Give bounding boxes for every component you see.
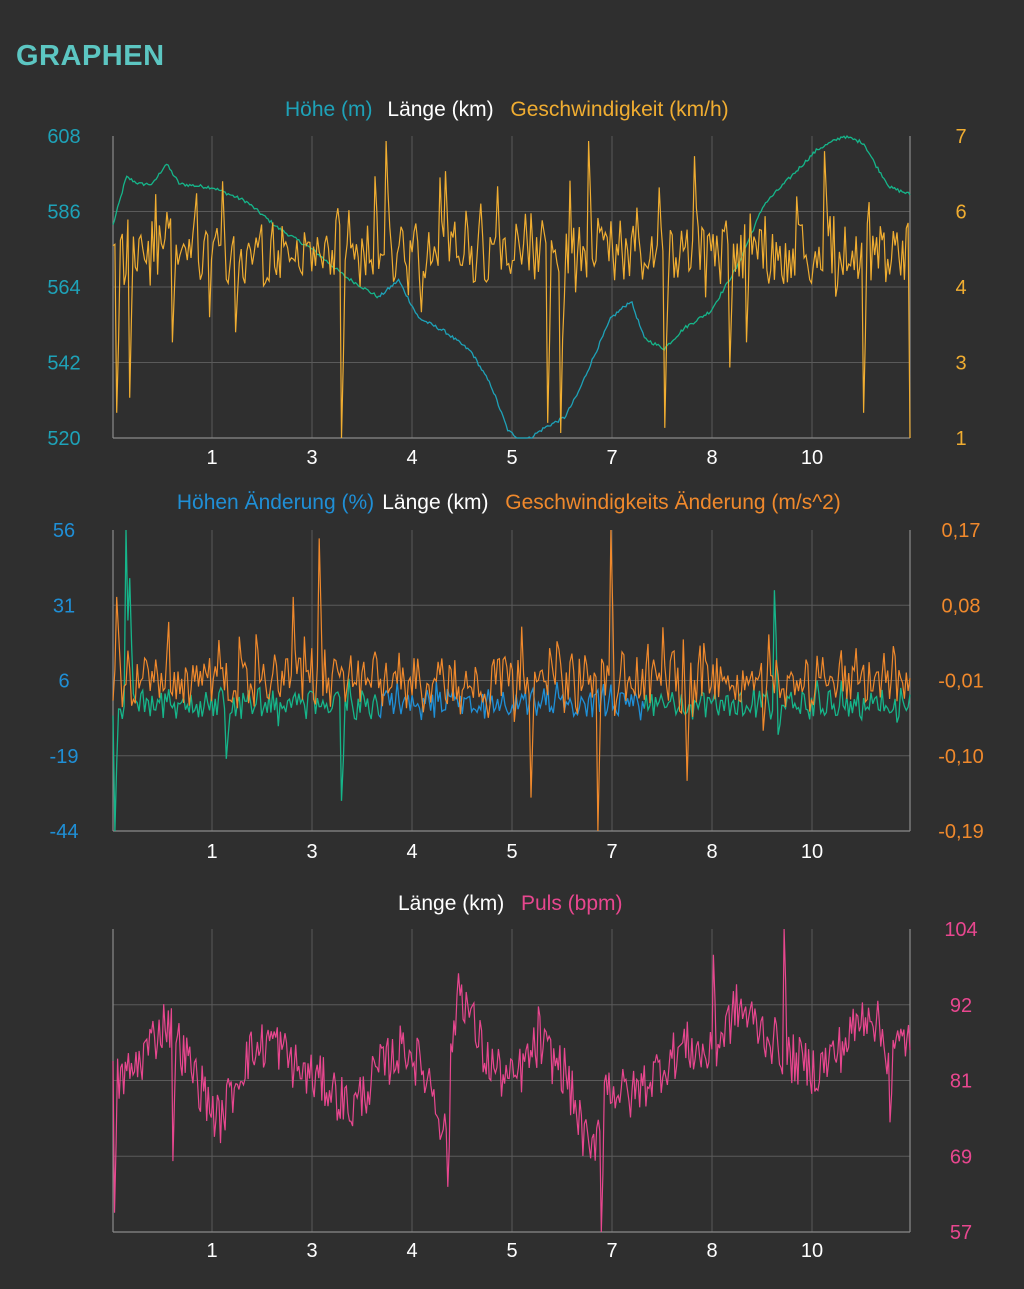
- x-tick-label: 10: [801, 841, 823, 863]
- y-tick-label-left: 520: [47, 428, 80, 450]
- y-tick-label-right: 92: [950, 995, 972, 1017]
- x-tick-label: 1: [206, 1240, 217, 1262]
- y-tick-label-right: 104: [944, 919, 977, 941]
- x-tick-label: 8: [706, 841, 717, 863]
- x-tick-label: 7: [606, 447, 617, 469]
- series-line: [112, 529, 380, 832]
- y-tick-label-left: 6: [58, 671, 69, 693]
- x-tick-label: 1: [206, 841, 217, 863]
- y-tick-label-right: 0,08: [942, 595, 981, 617]
- x-tick-label: 10: [801, 1240, 823, 1262]
- chart-3: [112, 928, 911, 1233]
- y-tick-label-right: -0,01: [938, 671, 984, 693]
- y-tick-label-right: 4: [955, 277, 966, 299]
- y-tick-label-right: 81: [950, 1071, 972, 1093]
- x-tick-label: 5: [506, 841, 517, 863]
- legend-label: Länge (km): [382, 491, 488, 514]
- legend-label: Länge (km): [398, 892, 504, 915]
- x-tick-label: 5: [506, 447, 517, 469]
- y-tick-label-left: 564: [47, 277, 80, 299]
- x-tick-label: 10: [801, 447, 823, 469]
- x-tick-label: 3: [306, 447, 317, 469]
- x-tick-label: 4: [406, 1240, 417, 1262]
- chart-2: [112, 529, 911, 832]
- y-tick-label-right: 57: [950, 1222, 972, 1244]
- y-tick-label-right: 0,17: [942, 520, 981, 542]
- y-tick-label-left: -19: [50, 746, 79, 768]
- page-title: GRAPHEN: [16, 40, 165, 72]
- chart-1: [112, 134, 911, 439]
- series-line: [643, 590, 911, 735]
- y-tick-label-right: -0,10: [938, 746, 984, 768]
- series-line: [112, 140, 911, 439]
- legend-label: Länge (km): [387, 98, 493, 121]
- y-tick-label-right: 69: [950, 1146, 972, 1168]
- legend-label: Puls (bpm): [521, 892, 623, 915]
- legend-label: Geschwindigkeits Änderung (m/s^2): [505, 491, 841, 514]
- series-line: [112, 928, 911, 1233]
- y-tick-label-right: 1: [955, 428, 966, 450]
- y-tick-label-right: 3: [955, 353, 966, 375]
- x-tick-label: 3: [306, 841, 317, 863]
- x-tick-label: 4: [406, 841, 417, 863]
- y-tick-label-left: -44: [50, 821, 79, 843]
- y-tick-label-left: 608: [47, 126, 80, 148]
- x-tick-label: 5: [506, 1240, 517, 1262]
- y-tick-label-right: 6: [955, 202, 966, 224]
- y-tick-label-right: -0,19: [938, 821, 984, 843]
- y-tick-label-right: 7: [955, 126, 966, 148]
- x-tick-label: 7: [606, 1240, 617, 1262]
- y-tick-label-left: 542: [47, 353, 80, 375]
- x-tick-label: 4: [406, 447, 417, 469]
- y-tick-label-left: 586: [47, 202, 80, 224]
- x-tick-label: 1: [206, 447, 217, 469]
- y-tick-label-left: 56: [53, 520, 75, 542]
- series-line: [644, 134, 911, 352]
- legend-label: Höhen Änderung (%): [177, 491, 374, 514]
- x-tick-label: 8: [706, 1240, 717, 1262]
- legend-label: Geschwindigkeit (km/h): [510, 98, 728, 121]
- legend-label: Höhe (m): [285, 98, 373, 121]
- x-tick-label: 3: [306, 1240, 317, 1262]
- x-tick-label: 7: [606, 841, 617, 863]
- series-line: [378, 278, 645, 439]
- x-tick-label: 8: [706, 447, 717, 469]
- series-line: [112, 529, 911, 832]
- y-tick-label-left: 31: [53, 595, 75, 617]
